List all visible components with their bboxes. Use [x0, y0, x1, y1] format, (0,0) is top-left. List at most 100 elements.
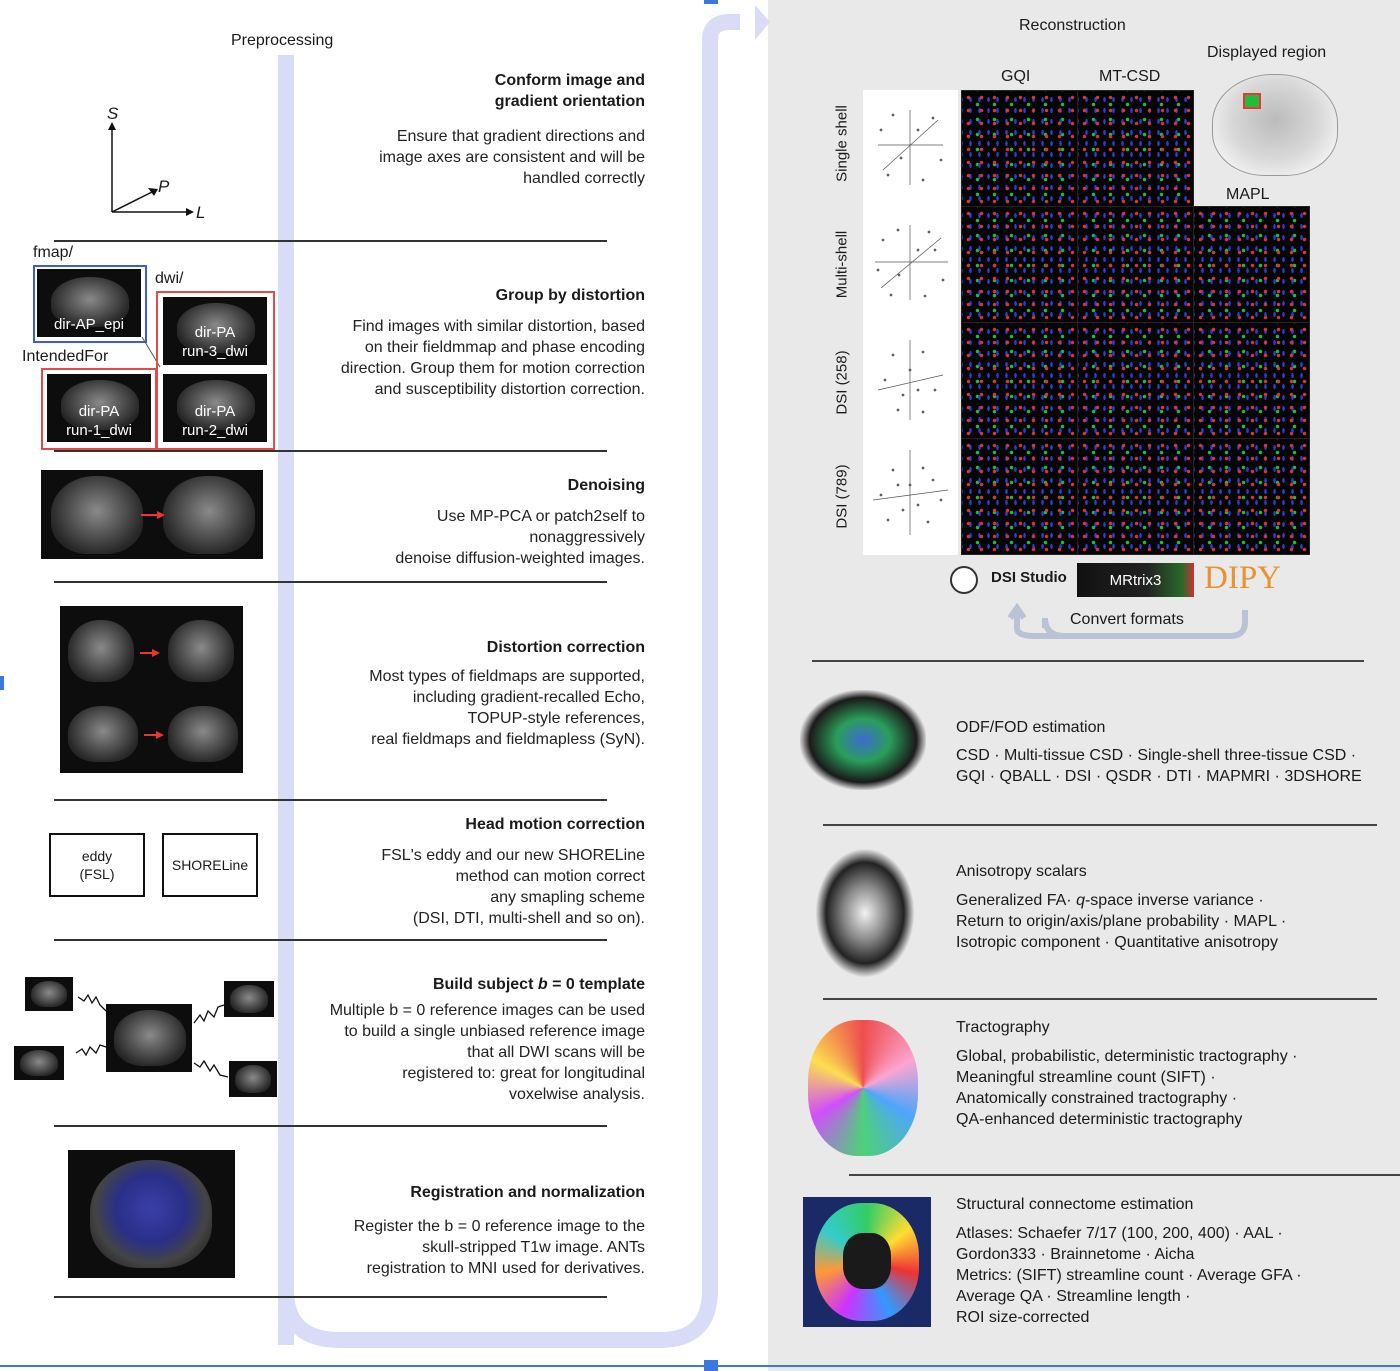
ap-epi-label: dir-AP_epi — [53, 316, 125, 333]
axis-p-label: P — [158, 177, 170, 196]
dipy-logo: DIPY — [1204, 560, 1282, 596]
odf-cell-mtcsd-dsi258 — [1077, 322, 1194, 439]
connectome-section-title: Structural connectome estimation — [956, 1196, 1194, 1213]
row-dsi789: DSI (789) — [833, 464, 851, 529]
odf-thumbnail — [800, 690, 926, 790]
step-desc-denoising: Use MP-PCA or patch2self to nonaggressiv… — [395, 508, 645, 567]
step-desc-group: Find images with similar distortion, bas… — [340, 318, 645, 398]
step-desc-registration: Register the b = 0 reference image to th… — [353, 1218, 645, 1277]
divider — [54, 939, 607, 941]
intended-for-label: IntendedFor — [22, 348, 109, 365]
step-title-b0: Build subject b = 0 template — [432, 976, 645, 993]
run2-scan: dir-PA run-2_dwi — [163, 374, 267, 442]
odf-cell-gqi-dsi258 — [961, 322, 1078, 439]
step-desc-distortion: Most types of fieldmaps are supported, i… — [369, 668, 645, 748]
b0-thumb — [229, 1061, 277, 1097]
b0-thumb — [14, 1046, 64, 1080]
b0-template-image — [106, 1004, 192, 1072]
odf-cell-mtcsd-single — [1077, 90, 1194, 207]
axis-s-label: S — [107, 104, 119, 123]
divider — [54, 240, 607, 242]
anisotropy-section-body: Generalized FA· q-space inverse variance… — [956, 892, 1287, 951]
odf-cell-mapl-dsi258 — [1193, 322, 1310, 439]
row-multi-shell: Multi-shell — [833, 230, 851, 299]
column-mapl: MAPL — [1226, 186, 1270, 203]
b0-thumb — [224, 981, 274, 1017]
shoreline-box: SHORELine — [162, 833, 258, 897]
selection-handle-left[interactable] — [0, 676, 4, 690]
dsi-studio-logo-icon — [950, 566, 978, 594]
row-dsi258: DSI (258) — [833, 350, 851, 415]
tractography-thumbnail — [808, 1020, 918, 1156]
connectome-thumbnail — [803, 1197, 931, 1327]
odf-cell-mapl-dsi789 — [1193, 438, 1310, 555]
divider — [54, 799, 607, 801]
preprocessing-title: Preprocessing — [231, 32, 334, 49]
selection-border — [0, 1365, 1400, 1367]
distortion-image — [60, 606, 243, 773]
dwi-group-box-left — [41, 368, 157, 450]
divider — [54, 1125, 607, 1127]
odf-cell-mapl-multi — [1193, 206, 1310, 323]
mrtrix-logo: MRtrix3 — [1077, 563, 1194, 597]
column-gqi: GQI — [1001, 68, 1031, 85]
step-title-conform: Conform image and gradient orientation — [494, 72, 645, 110]
run3-label: dir-PA run-3_dwi — [182, 324, 248, 360]
fmap-group-box — [33, 265, 147, 343]
reconstruction-title: Reconstruction — [1019, 17, 1126, 34]
column-mtcsd: MT-CSD — [1099, 68, 1161, 85]
convert-formats-label: Convert formats — [1070, 611, 1184, 628]
b0-connectors — [75, 993, 229, 1078]
run2-label: dir-PA run-2_dwi — [182, 403, 248, 439]
step-desc-b0: Multiple b = 0 reference images can be u… — [329, 1002, 645, 1103]
odf-cell-mtcsd-multi — [1077, 206, 1194, 323]
run1-scan: dir-PA run-1_dwi — [47, 374, 151, 442]
displayed-region-brain — [1212, 74, 1338, 176]
divider — [823, 998, 1377, 1000]
odf-section-title: ODF/FOD estimation — [956, 719, 1106, 736]
step-desc-conform: Ensure that gradient directions and imag… — [379, 128, 645, 187]
odf-cell-gqi-multi — [961, 206, 1078, 323]
odf-section-body: CSD · Multi-tissue CSD · Single-shell th… — [956, 747, 1362, 785]
displayed-region-label: Displayed region — [1207, 44, 1327, 61]
step-title-denoising: Denoising — [567, 477, 645, 494]
convert-formats-arrows — [1007, 602, 1248, 639]
run1-label: dir-PA run-1_dwi — [66, 403, 132, 439]
ap-epi-scan: dir-AP_epi — [37, 269, 141, 337]
step-title-motion: Head motion correction — [465, 816, 645, 833]
anisotropy-section-title: Anisotropy scalars — [956, 863, 1087, 880]
divider — [812, 660, 1364, 662]
registration-image — [68, 1150, 235, 1278]
odf-cell-gqi-dsi789 — [961, 438, 1078, 555]
tractography-section-title: Tractography — [956, 1019, 1050, 1036]
selection-handle-top[interactable] — [704, 0, 718, 4]
dwi-group-box-right — [156, 291, 275, 450]
fmap-folder-label: fmap/ — [33, 244, 74, 261]
orientation-axes — [108, 122, 194, 216]
sampling-scheme-column — [863, 90, 958, 555]
eddy-box: eddy (FSL) — [49, 833, 145, 897]
pipeline-flow-line — [278, 55, 294, 1345]
b0-thumb — [25, 977, 73, 1011]
odf-cell-mtcsd-dsi789 — [1077, 438, 1194, 555]
divider — [54, 450, 607, 452]
anisotropy-thumbnail — [815, 848, 915, 978]
selection-handle[interactable] — [704, 1360, 718, 1371]
tractography-section-body: Global, probabilistic, deterministic tra… — [956, 1048, 1298, 1128]
run3-scan: dir-PA run-3_dwi — [163, 297, 267, 365]
step-title-group: Group by distortion — [495, 287, 645, 304]
row-single-shell: Single shell — [833, 105, 851, 182]
step-title-registration: Registration and normalization — [410, 1184, 645, 1201]
step-title-distortion: Distortion correction — [486, 639, 645, 656]
dwi-folder-label: dwi/ — [155, 270, 184, 287]
divider — [54, 581, 607, 583]
odf-cell-gqi-single — [961, 90, 1078, 207]
divider — [849, 1174, 1400, 1176]
connectome-section-body: Atlases: Schaefer 7/17 (100, 200, 400) ·… — [956, 1225, 1302, 1326]
dsi-studio-logo: DSI Studio — [991, 569, 1067, 586]
denoising-image — [41, 470, 263, 559]
axis-l-label: L — [196, 203, 206, 222]
pipeline-flow-arrow — [278, 5, 770, 1348]
divider — [54, 1296, 607, 1298]
step-desc-motion: FSL's eddy and our new SHORELine method … — [381, 847, 645, 927]
